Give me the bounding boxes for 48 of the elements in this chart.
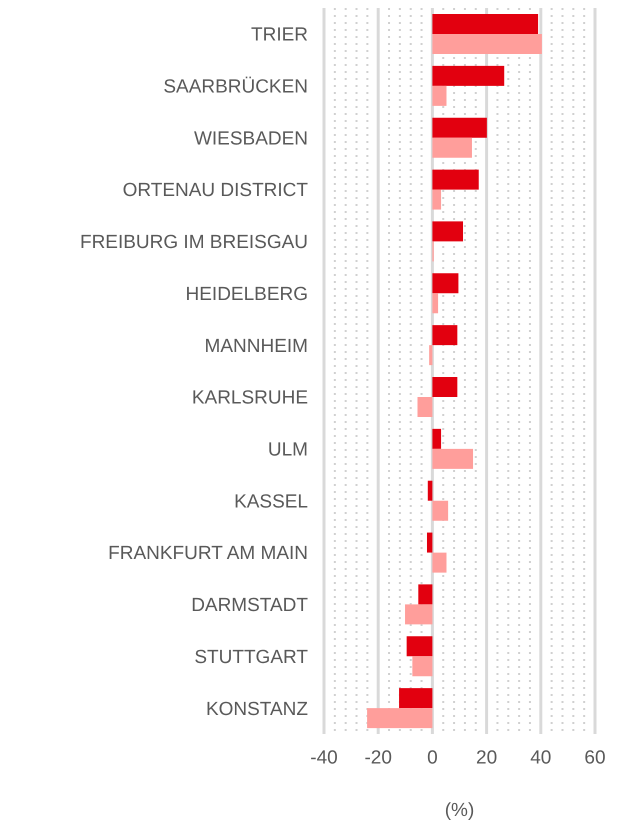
bar <box>432 170 479 190</box>
y-tick-label: KONSTANZ <box>206 698 308 720</box>
x-tick-label: -20 <box>364 747 392 768</box>
bar <box>432 273 458 294</box>
y-tick-label: KASSEL <box>234 491 308 512</box>
bar <box>399 688 432 708</box>
y-tick-label: FREIBURG IM BREISGAU <box>80 232 308 254</box>
bar <box>432 138 472 158</box>
y-tick-label: KARLSRUHE <box>192 388 308 409</box>
bar <box>432 500 448 521</box>
bar <box>428 480 432 501</box>
bar <box>406 636 432 656</box>
bar <box>417 397 432 417</box>
x-axis-title: (%) <box>444 800 474 821</box>
bar <box>432 118 487 138</box>
bar <box>432 221 464 242</box>
x-tick-label: 0 <box>427 747 438 768</box>
bar <box>432 448 474 469</box>
bar <box>432 325 458 346</box>
y-tick-label: FRANKFURT AM MAIN <box>108 543 308 564</box>
bar <box>432 66 504 86</box>
y-tick-label: MANNHEIM <box>204 336 308 357</box>
bar <box>412 656 432 676</box>
bar <box>426 532 432 553</box>
y-tick-label: ULM <box>268 440 308 461</box>
y-tick-label: WIESBADEN <box>194 128 308 150</box>
bar <box>432 14 538 34</box>
y-tick-label: DARMSTADT <box>191 595 308 616</box>
bar <box>432 428 442 449</box>
bar <box>429 345 432 366</box>
y-tick-label: TRIER <box>251 24 308 46</box>
x-tick-label: 40 <box>530 747 552 768</box>
y-tick-label: SAARBRÜCKEN <box>163 76 308 98</box>
y-tick-label: HEIDELBERG <box>186 284 308 305</box>
bar <box>432 34 542 54</box>
bar <box>432 377 458 397</box>
bar <box>405 604 432 624</box>
x-tick-label: 20 <box>476 747 498 768</box>
y-tick-label: STUTTGART <box>194 646 308 668</box>
bar <box>432 190 442 210</box>
bar <box>432 293 438 314</box>
x-tick-label: 60 <box>584 747 606 768</box>
bar <box>418 584 432 604</box>
bar <box>432 86 446 106</box>
y-tick-label: ORTENAU DISTRICT <box>122 180 308 202</box>
x-tick-label: -40 <box>310 747 338 768</box>
bar <box>367 708 432 728</box>
bar <box>432 552 446 573</box>
